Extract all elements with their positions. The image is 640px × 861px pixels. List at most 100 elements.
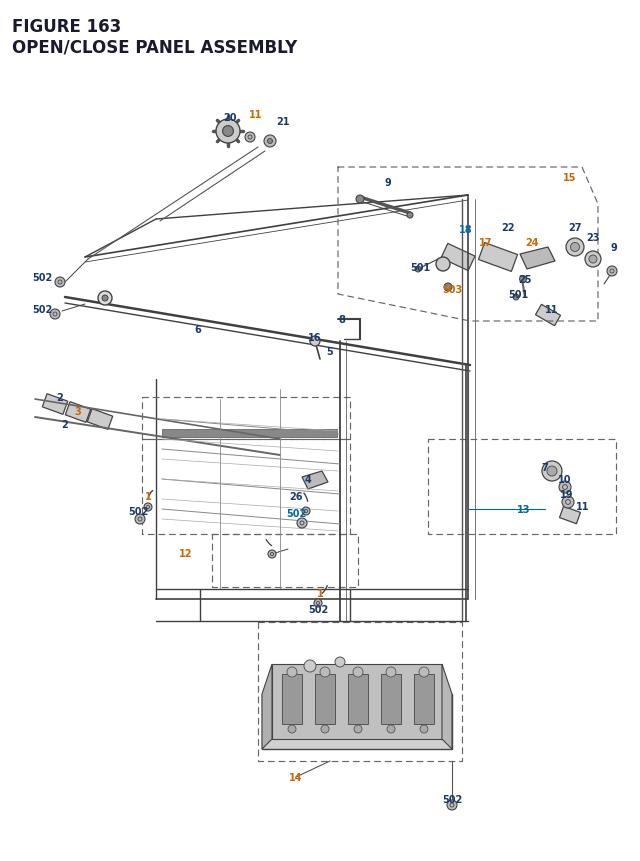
Circle shape xyxy=(589,256,597,263)
Circle shape xyxy=(98,292,112,306)
Circle shape xyxy=(335,657,345,667)
Text: 502: 502 xyxy=(286,508,306,518)
Circle shape xyxy=(302,507,310,516)
Text: 4: 4 xyxy=(305,474,312,485)
Circle shape xyxy=(356,195,364,204)
Circle shape xyxy=(353,667,363,678)
Text: 1: 1 xyxy=(317,588,323,598)
Polygon shape xyxy=(87,409,113,430)
Text: 10: 10 xyxy=(558,474,572,485)
Text: 503: 503 xyxy=(442,285,462,294)
Circle shape xyxy=(310,337,320,347)
Text: 18: 18 xyxy=(459,225,473,235)
Circle shape xyxy=(264,136,276,148)
Text: 12: 12 xyxy=(179,548,193,558)
Polygon shape xyxy=(536,305,561,326)
Circle shape xyxy=(585,251,601,268)
Text: 5: 5 xyxy=(326,347,333,356)
Circle shape xyxy=(407,213,413,219)
Text: 7: 7 xyxy=(541,462,548,473)
Circle shape xyxy=(268,550,276,558)
Text: 502: 502 xyxy=(308,604,328,614)
Text: 501: 501 xyxy=(508,289,528,300)
Text: 2: 2 xyxy=(56,393,63,403)
Polygon shape xyxy=(442,664,452,749)
Text: 15: 15 xyxy=(563,173,577,183)
Circle shape xyxy=(542,461,562,481)
Text: 6: 6 xyxy=(195,325,202,335)
Circle shape xyxy=(436,257,450,272)
Circle shape xyxy=(55,278,65,288)
Circle shape xyxy=(559,481,571,493)
Bar xyxy=(162,430,337,437)
Text: 11: 11 xyxy=(576,501,589,511)
Circle shape xyxy=(223,127,234,137)
Text: 17: 17 xyxy=(479,238,493,248)
Text: 8: 8 xyxy=(339,314,346,325)
Circle shape xyxy=(547,467,557,476)
Circle shape xyxy=(447,800,457,810)
Polygon shape xyxy=(520,248,555,269)
Text: 11: 11 xyxy=(545,305,559,314)
Bar xyxy=(262,694,452,749)
Circle shape xyxy=(288,725,296,734)
Circle shape xyxy=(566,238,584,257)
Text: 23: 23 xyxy=(586,232,600,243)
Text: 9: 9 xyxy=(611,243,618,253)
Text: 25: 25 xyxy=(518,275,532,285)
Circle shape xyxy=(570,243,579,252)
Text: 14: 14 xyxy=(289,772,303,782)
Text: 24: 24 xyxy=(525,238,539,248)
Text: 1: 1 xyxy=(145,492,152,501)
Circle shape xyxy=(354,725,362,734)
Polygon shape xyxy=(302,472,328,489)
Circle shape xyxy=(268,139,273,145)
Circle shape xyxy=(420,725,428,734)
Text: 20: 20 xyxy=(223,113,237,123)
Circle shape xyxy=(387,725,395,734)
Text: 502: 502 xyxy=(32,273,52,282)
Circle shape xyxy=(314,599,322,607)
Text: 26: 26 xyxy=(289,492,303,501)
Circle shape xyxy=(386,667,396,678)
Bar xyxy=(282,674,302,724)
Polygon shape xyxy=(262,664,272,749)
Bar xyxy=(381,674,401,724)
Text: 11: 11 xyxy=(249,110,263,120)
Circle shape xyxy=(444,283,452,292)
Text: 3: 3 xyxy=(75,406,81,417)
Text: 501: 501 xyxy=(410,263,430,273)
Polygon shape xyxy=(479,244,518,272)
Text: 13: 13 xyxy=(517,505,531,514)
Polygon shape xyxy=(42,394,68,415)
Text: 9: 9 xyxy=(385,177,392,188)
Text: 2: 2 xyxy=(61,419,68,430)
Circle shape xyxy=(297,518,307,529)
Polygon shape xyxy=(559,506,580,524)
Text: OPEN/CLOSE PANEL ASSEMBLY: OPEN/CLOSE PANEL ASSEMBLY xyxy=(12,38,297,56)
Circle shape xyxy=(135,514,145,524)
Text: 27: 27 xyxy=(568,223,582,232)
Text: 16: 16 xyxy=(308,332,322,343)
Circle shape xyxy=(50,310,60,319)
Circle shape xyxy=(245,133,255,143)
Circle shape xyxy=(144,504,152,511)
Text: 502: 502 xyxy=(128,506,148,517)
Circle shape xyxy=(102,295,108,301)
Circle shape xyxy=(321,725,329,734)
Circle shape xyxy=(320,667,330,678)
Circle shape xyxy=(216,120,240,144)
Polygon shape xyxy=(441,245,475,271)
Bar xyxy=(272,664,442,739)
Circle shape xyxy=(513,294,519,300)
Text: 502: 502 xyxy=(442,794,462,804)
Bar xyxy=(315,674,335,724)
Circle shape xyxy=(520,276,527,283)
Text: 19: 19 xyxy=(560,489,573,499)
Circle shape xyxy=(415,267,421,273)
Text: 22: 22 xyxy=(501,223,515,232)
Text: 502: 502 xyxy=(32,305,52,314)
Circle shape xyxy=(419,667,429,678)
Circle shape xyxy=(562,497,574,508)
Circle shape xyxy=(287,667,297,678)
